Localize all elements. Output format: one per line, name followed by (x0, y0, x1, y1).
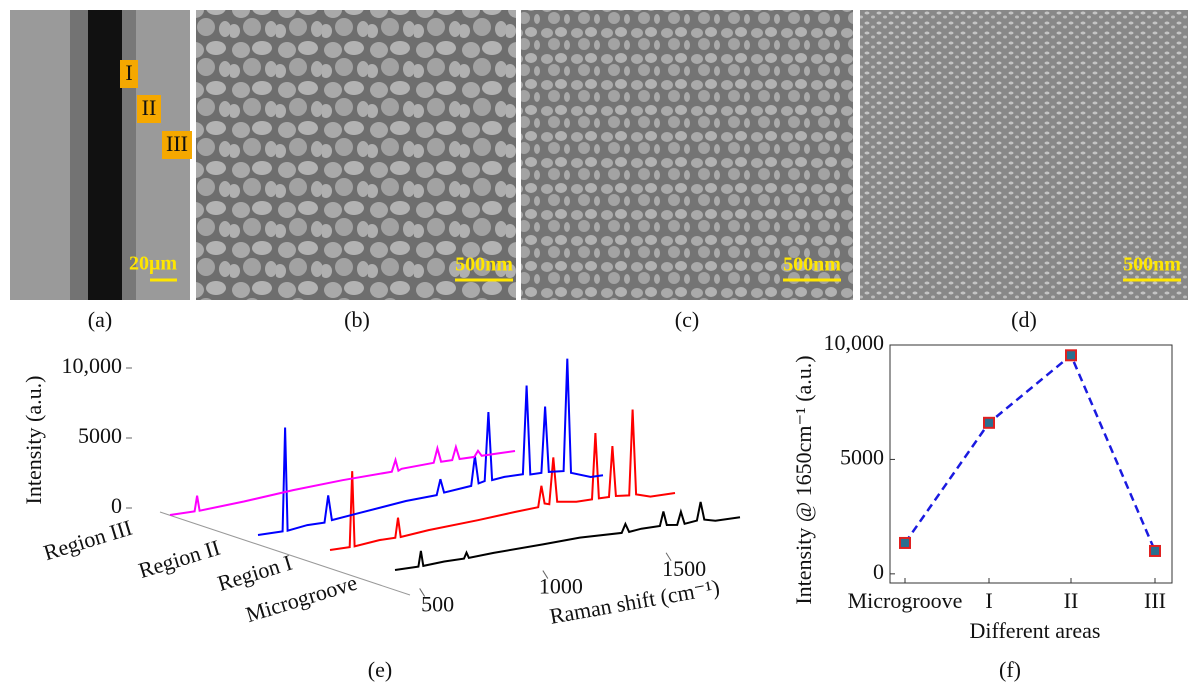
series-label: Region I (215, 550, 295, 596)
panel-label: (c) (675, 307, 699, 332)
panel-label: (d) (1011, 307, 1037, 332)
series-label: Region III (41, 515, 135, 566)
tick-mark (665, 552, 672, 561)
series-label: Region II (136, 535, 223, 583)
sem-image-c: 500nm (521, 10, 853, 300)
axis-line (159, 511, 411, 596)
spectrum-line (329, 409, 676, 551)
x-tick-label: I (985, 588, 992, 613)
x-tick-label: 1500 (662, 556, 706, 581)
z-tick-label: 5000 (78, 423, 122, 448)
axis-label: Different areas (970, 618, 1101, 643)
x-tick-label: 500 (421, 591, 454, 616)
x-tick-label: III (1144, 588, 1166, 613)
scale-bar-label: 500nm (1123, 254, 1181, 276)
spectrum-line (257, 358, 604, 536)
region-tag: I (125, 60, 132, 85)
tick-mark (542, 570, 549, 579)
panel-label: (b) (344, 307, 370, 332)
z-tick-label: 10,000 (62, 353, 123, 378)
y-tick-label: 5000 (840, 444, 884, 469)
sem-image-d: 500nm (860, 10, 1188, 300)
tick-mark (419, 588, 426, 597)
marker (1065, 349, 1077, 362)
x-tick-label: 1000 (539, 574, 583, 599)
region-tag: II (142, 95, 157, 120)
spectrum-line (394, 501, 741, 571)
sem-image-a: I II III 20μm (10, 10, 192, 300)
marker (899, 536, 911, 549)
data-line (903, 353, 1157, 552)
scale-bar-label: 20μm (129, 253, 177, 275)
x-tick-label: Microgroove (848, 588, 963, 613)
panel-label: (f) (999, 657, 1021, 682)
z-tick-label: 0 (111, 493, 122, 518)
x-tick-label: II (1064, 588, 1079, 613)
plot-frame (889, 344, 1173, 584)
panel-label: (a) (88, 307, 112, 332)
spectrum-line (169, 443, 516, 516)
sem-image-b: 500nm (196, 10, 516, 300)
y-tick-label: 0 (873, 559, 884, 584)
scale-bar-label: 500nm (783, 254, 841, 276)
axis-label: Intensity (a.u.) (21, 376, 46, 505)
marker (1149, 544, 1161, 557)
marker (983, 416, 995, 429)
scale-bar-label: 500nm (455, 254, 513, 276)
axis-label: Intensity @ 1650cm⁻¹ (a.u.) (791, 355, 816, 604)
y-tick-label: 10,000 (824, 330, 885, 355)
region-tag: III (166, 131, 188, 156)
panel-label: (e) (368, 657, 392, 682)
